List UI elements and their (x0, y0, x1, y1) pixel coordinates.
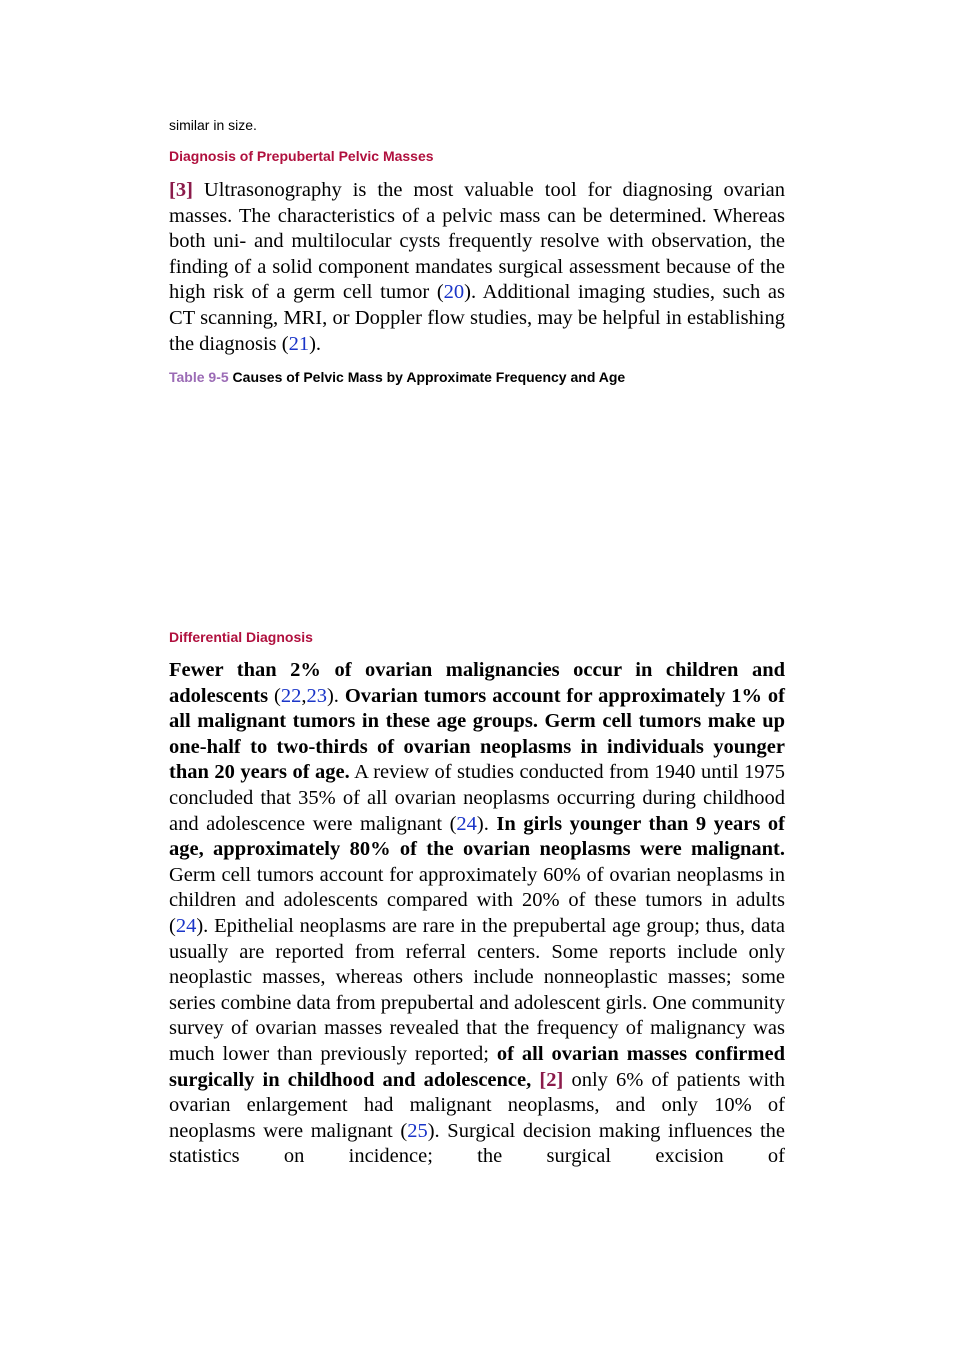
text-run: ). Epithelial neoplasms are rare in the … (169, 914, 785, 1065)
text-run: ). Additional imaging studies, such as C… (169, 281, 785, 355)
table-caption: Table 9-5 Causes of Pelvic Mass by Appro… (169, 369, 625, 385)
section-heading: Diagnosis of Prepubertal Pelvic Masses (169, 148, 434, 164)
note-marker: [2] (539, 1068, 564, 1091)
text-run: , (301, 684, 307, 707)
bold-run: Ovarian tumors account for approximately… (169, 684, 786, 784)
bold-run: of all ovarian masses confirmed surgical… (169, 1042, 785, 1091)
reference-link[interactable]: 23 (306, 684, 327, 707)
note-marker: [3] (169, 179, 193, 201)
reference-link[interactable]: 22 (280, 684, 302, 707)
section-heading: Differential Diagnosis (169, 629, 313, 645)
intro-text: similar in size. (169, 117, 257, 133)
text-run: Germ cell tumors account for approximate… (169, 863, 785, 937)
table-label: Table 9-5 (169, 369, 229, 385)
reference-link[interactable]: 24 (175, 914, 197, 937)
reference-link[interactable]: 21 (288, 332, 310, 355)
text-run: ). (326, 684, 345, 707)
paragraph: [3] Ultrasonography is the most valuable… (169, 178, 785, 357)
text-run: Ultrasonography is the most valuable too… (169, 179, 785, 304)
text-run: ( (268, 684, 281, 707)
reference-link[interactable]: 20 (443, 281, 465, 304)
bold-run: In girls younger than 9 years of age, ap… (169, 812, 785, 861)
table-title: Causes of Pelvic Mass by Approximate Fre… (228, 369, 626, 385)
text-run: ). (309, 332, 322, 355)
bold-run: Fewer than 2% of ovarian malignancies oc… (169, 659, 785, 707)
text-run: ). (476, 812, 497, 835)
text-run: ). Surgical decision making influences t… (169, 1119, 785, 1168)
reference-link[interactable]: 25 (407, 1119, 428, 1142)
text-run: only 6% of patients with ovarian enlarge… (169, 1068, 786, 1142)
paragraph: Fewer than 2% of ovarian malignancies oc… (169, 658, 785, 1170)
reference-link[interactable]: 24 (456, 812, 477, 835)
text-run: A review of studies conducted from 1940 … (169, 761, 785, 835)
